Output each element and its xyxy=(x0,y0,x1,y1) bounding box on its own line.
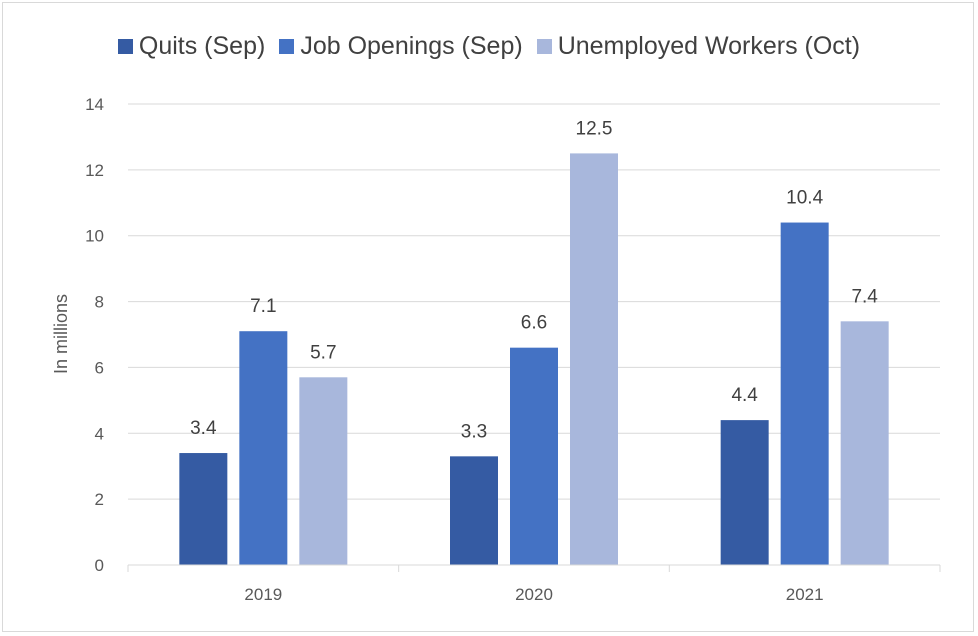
legend-item-unemployed-workers: Unemployed Workers (Oct) xyxy=(536,31,861,61)
data-label: 3.4 xyxy=(190,418,217,439)
y-tick-label: 14 xyxy=(85,95,104,114)
legend-swatch-quits xyxy=(117,38,133,54)
y-tick-label: 0 xyxy=(95,556,104,575)
y-tick-label: 2 xyxy=(95,490,104,509)
legend-label-unemployed-workers: Unemployed Workers (Oct) xyxy=(557,31,861,60)
data-label: 7.4 xyxy=(851,286,878,307)
y-tick-label: 12 xyxy=(85,161,104,180)
bars xyxy=(179,153,889,566)
data-label: 3.3 xyxy=(461,421,487,442)
data-label: 12.5 xyxy=(576,118,613,139)
bar-job-openings-sep-2021 xyxy=(780,222,829,566)
y-axis: 0 2 4 6 8 10 12 14 xyxy=(85,95,104,575)
data-label: 7.1 xyxy=(250,296,276,317)
bar-quits-sep-2019 xyxy=(179,453,228,565)
bar-quits-sep-2020 xyxy=(450,456,498,565)
x-tick-label: 2020 xyxy=(515,585,553,604)
data-label: 10.4 xyxy=(786,188,823,209)
data-label: 4.4 xyxy=(731,385,758,406)
data-labels: 3.4 7.1 5.7 3.3 6.6 12.5 4.4 10.4 7.4 xyxy=(190,118,878,442)
bar-quits-sep-2021 xyxy=(720,420,769,565)
data-label: 6.6 xyxy=(521,313,547,334)
legend-swatch-job-openings xyxy=(279,38,295,54)
legend-item-job-openings: Job Openings (Sep) xyxy=(279,31,523,61)
bar-unemployed-workers-oct-2019 xyxy=(299,377,348,565)
x-tick-label: 2021 xyxy=(786,585,824,604)
bar-job-openings-sep-2019 xyxy=(239,331,288,565)
legend-item-quits: Quits (Sep) xyxy=(117,31,266,61)
y-tick-label: 10 xyxy=(85,227,104,246)
y-tick-label: 6 xyxy=(95,358,104,377)
bar-unemployed-workers-oct-2021 xyxy=(840,321,889,565)
legend: Quits (Sep) Job Openings (Sep) Unemploye… xyxy=(0,26,978,66)
legend-label-quits: Quits (Sep) xyxy=(138,31,266,60)
bar-unemployed-workers-oct-2020 xyxy=(570,153,618,565)
y-axis-title: In millions xyxy=(51,294,71,374)
y-tick-label: 8 xyxy=(95,293,104,312)
data-label: 5.7 xyxy=(310,342,336,363)
y-tick-label: 4 xyxy=(95,424,104,443)
legend-label-job-openings: Job Openings (Sep) xyxy=(300,31,523,60)
bar-job-openings-sep-2020 xyxy=(510,347,558,565)
x-tick-label: 2019 xyxy=(244,585,282,604)
legend-swatch-unemployed-workers xyxy=(536,38,552,54)
x-axis: 2019 2020 2021 xyxy=(127,564,941,604)
